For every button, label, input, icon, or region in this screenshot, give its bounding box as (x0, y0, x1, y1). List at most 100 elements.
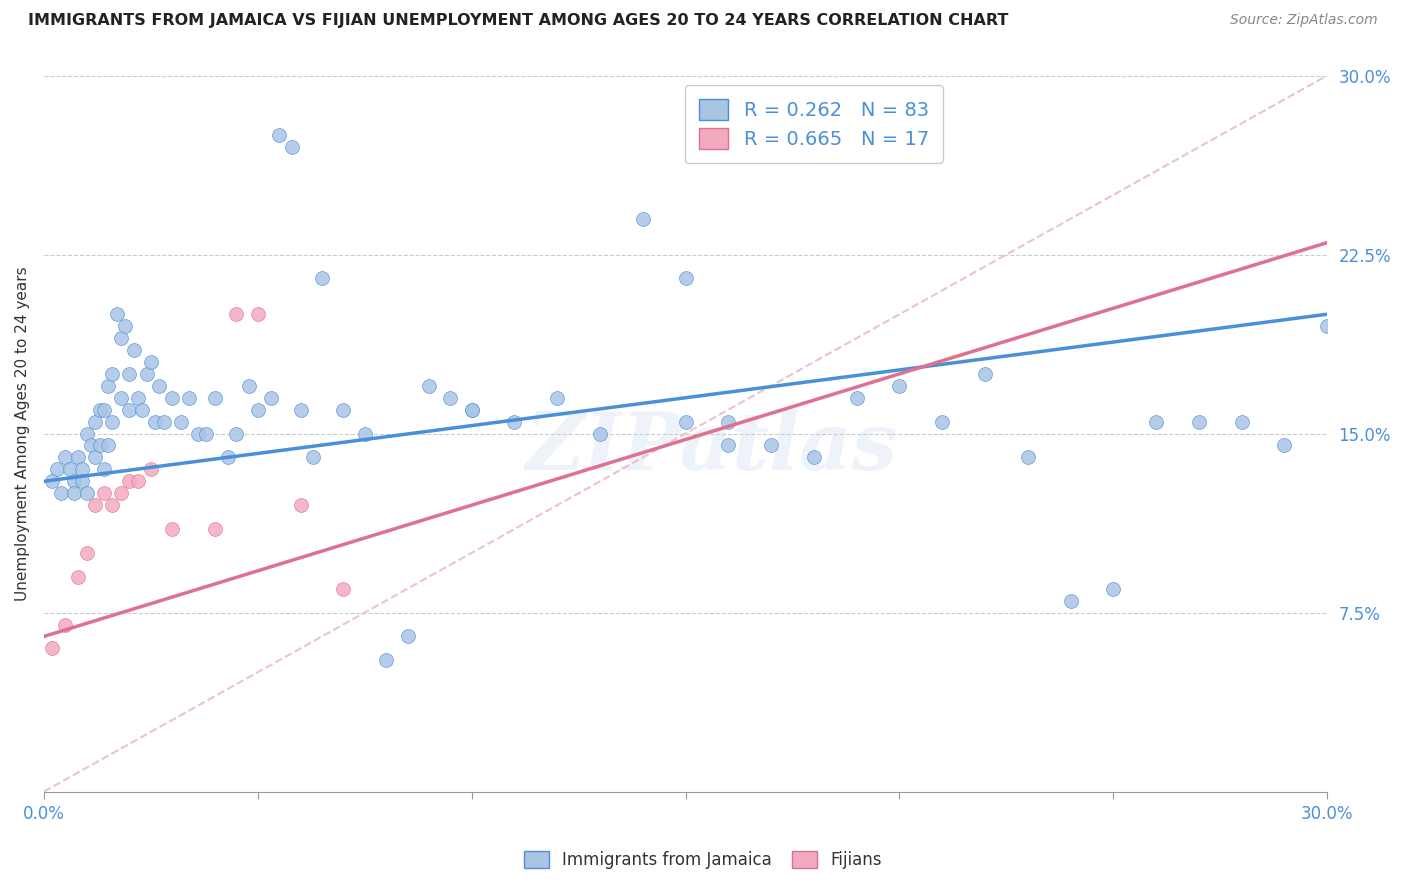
Point (72, 475, 94, 489)
Point (97, 438, 120, 452)
Point (93, 402, 115, 417)
Point (439, 391, 461, 405)
Point (396, 630, 419, 644)
Point (179, 391, 201, 405)
Point (97, 379, 120, 393)
Point (110, 486, 132, 500)
Text: IMMIGRANTS FROM JAMAICA VS FIJIAN UNEMPLOYMENT AMONG AGES 20 TO 24 YEARS CORRELA: IMMIGRANTS FROM JAMAICA VS FIJIAN UNEMPL… (28, 13, 1008, 29)
Point (889, 379, 911, 393)
Legend: R = 0.262   N = 83, R = 0.665   N = 17: R = 0.262 N = 83, R = 0.665 N = 17 (685, 86, 942, 162)
Point (204, 391, 226, 405)
Point (225, 426, 247, 441)
Point (110, 331, 132, 345)
Point (759, 438, 782, 452)
Point (53, 450, 76, 465)
Point (290, 498, 312, 512)
Point (118, 367, 141, 381)
Point (67, 450, 90, 465)
Point (101, 498, 124, 512)
Point (717, 415, 740, 429)
Point (332, 582, 354, 596)
Point (246, 402, 269, 417)
Point (139, 355, 162, 369)
Point (187, 426, 209, 441)
Legend: Immigrants from Jamaica, Fijians: Immigrants from Jamaica, Fijians (515, 841, 891, 880)
Point (84, 415, 107, 429)
Point (118, 402, 141, 417)
Point (238, 379, 260, 393)
Text: Source: ZipAtlas.com: Source: ZipAtlas.com (1230, 13, 1378, 28)
Point (931, 415, 953, 429)
Point (41, 475, 63, 489)
Point (1230, 415, 1253, 429)
Point (53, 617, 76, 632)
Point (675, 271, 697, 285)
Point (974, 367, 997, 381)
Point (845, 391, 868, 405)
Point (80, 438, 103, 452)
Point (84, 450, 107, 465)
Point (311, 271, 333, 285)
Point (143, 415, 166, 429)
Point (160, 391, 183, 405)
Point (170, 415, 193, 429)
Point (631, 211, 654, 226)
Point (302, 450, 325, 465)
Point (148, 379, 170, 393)
Point (63, 475, 86, 489)
Point (418, 379, 440, 393)
Point (1144, 415, 1167, 429)
Point (217, 450, 239, 465)
Point (118, 475, 141, 489)
Point (89, 438, 111, 452)
Point (152, 415, 174, 429)
Point (76, 426, 98, 441)
Point (67, 570, 90, 584)
Point (195, 426, 218, 441)
Point (139, 462, 162, 476)
Point (269, 128, 291, 143)
Point (89, 402, 111, 417)
Point (332, 402, 354, 417)
Point (1188, 415, 1211, 429)
Point (127, 391, 149, 405)
Point (160, 522, 183, 536)
Point (503, 415, 526, 429)
Point (204, 522, 226, 536)
Point (1274, 438, 1296, 452)
Point (1102, 582, 1125, 596)
Point (114, 319, 136, 334)
Point (1059, 593, 1081, 607)
Point (76, 546, 98, 560)
Point (93, 486, 115, 500)
Point (803, 450, 825, 465)
Point (49, 486, 72, 500)
Point (259, 391, 281, 405)
Point (101, 367, 124, 381)
Point (290, 402, 312, 417)
Point (127, 475, 149, 489)
Point (1316, 319, 1339, 334)
Point (41, 641, 63, 656)
Point (131, 402, 153, 417)
Point (93, 462, 115, 476)
Point (72, 462, 94, 476)
Point (589, 426, 612, 441)
Point (84, 498, 107, 512)
Point (281, 140, 304, 154)
Point (63, 486, 86, 500)
Point (110, 391, 132, 405)
Point (1017, 450, 1039, 465)
Point (675, 415, 697, 429)
Point (122, 343, 145, 357)
Point (101, 415, 124, 429)
Point (135, 367, 157, 381)
Point (105, 307, 128, 321)
Point (246, 307, 269, 321)
Point (460, 402, 482, 417)
Y-axis label: Unemployment Among Ages 20 to 24 years: Unemployment Among Ages 20 to 24 years (15, 266, 30, 601)
Point (76, 486, 98, 500)
Point (546, 391, 568, 405)
Point (45, 462, 67, 476)
Point (375, 653, 398, 667)
